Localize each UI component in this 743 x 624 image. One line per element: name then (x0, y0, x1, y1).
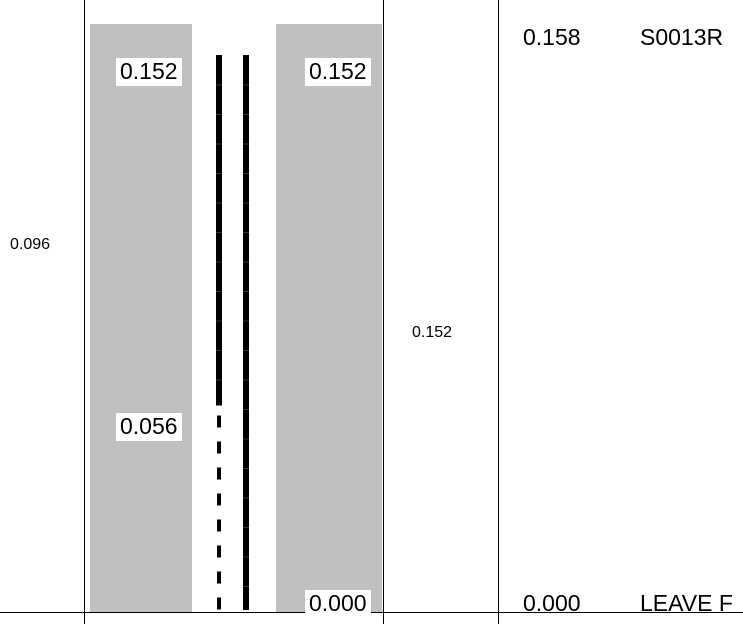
right-shaded-panel (276, 24, 382, 612)
left-panel-mid-label: 0.056 (116, 413, 182, 441)
right-top-code: S0013R (640, 24, 724, 50)
left-shaded-panel (90, 24, 192, 612)
right-bottom-text: LEAVE F (640, 590, 733, 616)
bottom-baseline (0, 612, 743, 613)
right-panel-top-label: 0.152 (305, 58, 371, 86)
center-length-label: 0.152 (412, 324, 453, 341)
left-frame-line (84, 0, 85, 624)
right-top-value: 0.158 (523, 24, 581, 50)
right-panel-bottom-label: 0.000 (305, 590, 371, 618)
left-panel-top-label: 0.152 (116, 58, 182, 86)
right-divider-line (498, 0, 499, 624)
left-offset-label: 0.096 (10, 236, 51, 253)
center-divider-line (383, 0, 384, 624)
right-bottom-value: 0.000 (523, 590, 581, 616)
